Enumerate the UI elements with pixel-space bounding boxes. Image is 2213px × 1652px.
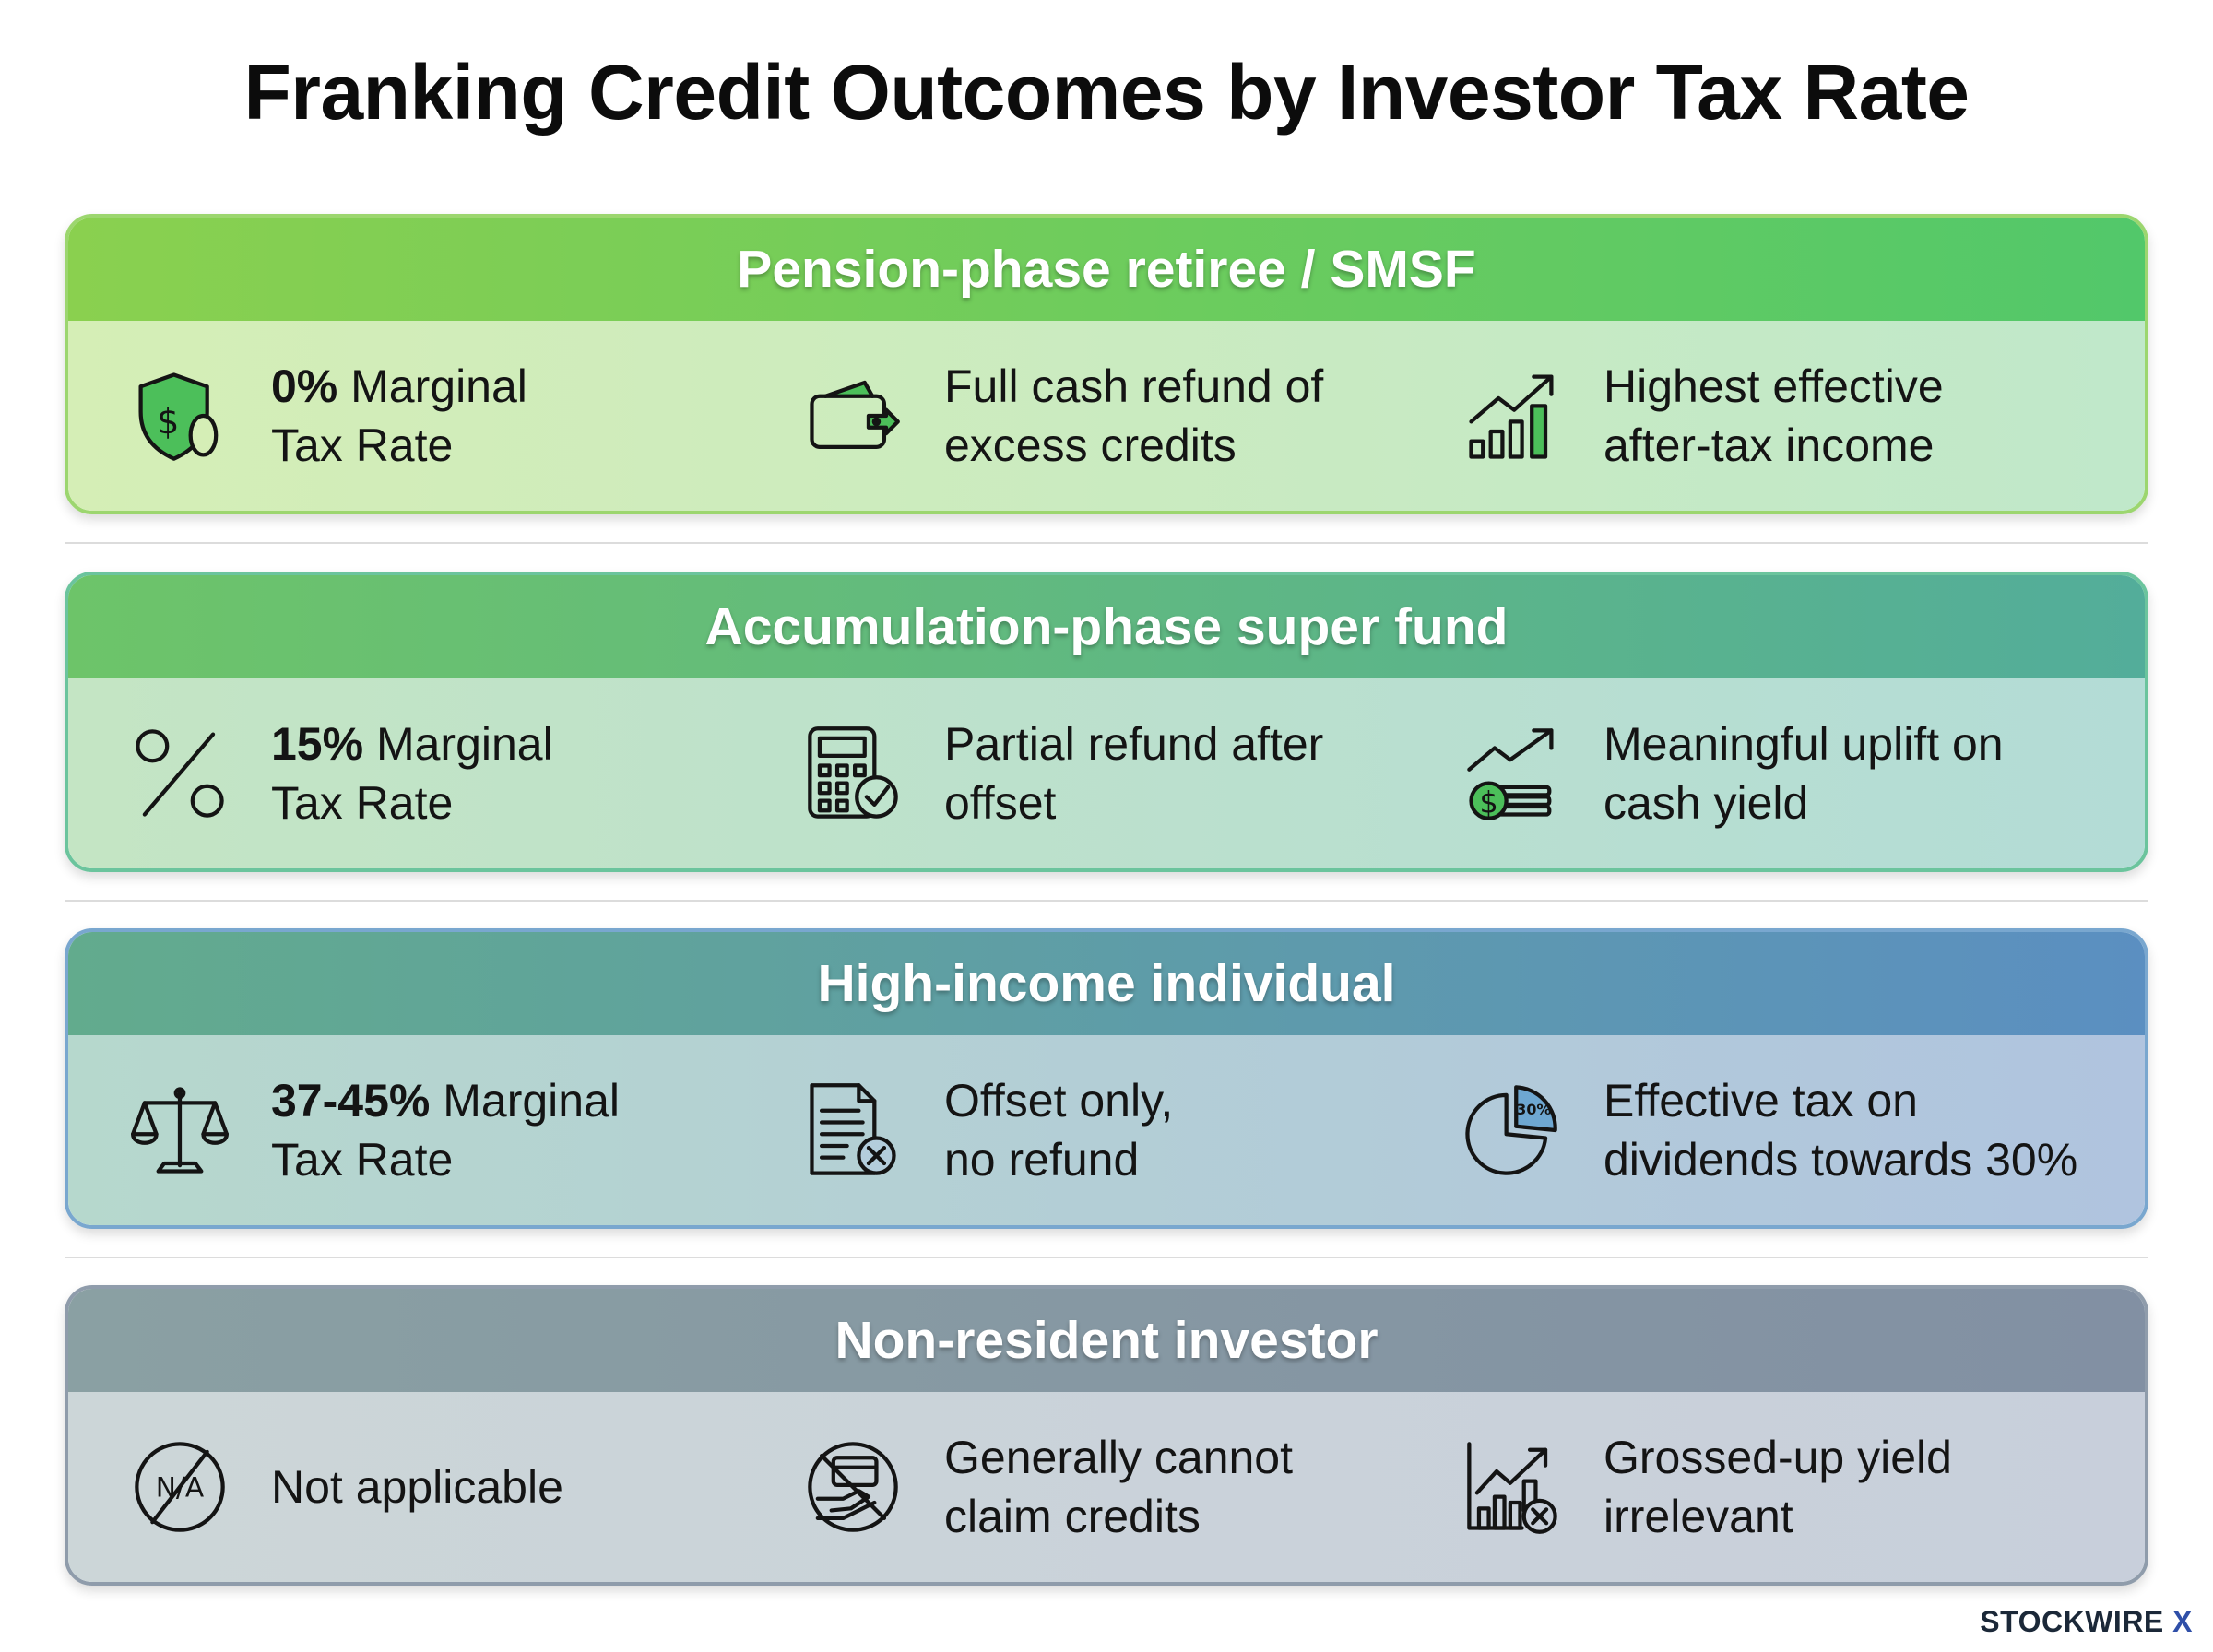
tax-rate-cell: N/A Not applicable	[68, 1392, 741, 1582]
trend-coins-icon: $	[1463, 725, 1561, 822]
calculator-check-icon	[804, 725, 902, 822]
refund-line1: Partial refund after	[944, 718, 1324, 770]
section-body: 37-45% Marginal Tax Rate Offset only, no	[68, 1035, 2145, 1225]
effect-line1: Highest effective	[1604, 360, 1944, 412]
tax-rate-line1: Not applicable	[271, 1461, 563, 1513]
refund-cell: Partial refund after offset	[741, 678, 1401, 868]
na-circle-icon: N/A	[131, 1438, 229, 1536]
brand-mark: X	[2172, 1605, 2193, 1638]
refund-line1: Offset only,	[944, 1075, 1174, 1127]
tax-rate-line2: Tax Rate	[271, 419, 454, 471]
na-label: N/A	[156, 1471, 205, 1504]
tax-rate-suffix: Marginal	[337, 360, 527, 412]
divider	[65, 1257, 2148, 1258]
growth-chart-icon	[1463, 367, 1561, 465]
refund-line2: offset	[944, 777, 1057, 829]
section-card-non-resident: Non-resident investor N/A Not applicable	[65, 1285, 2148, 1586]
refund-line1: Full cash refund of	[944, 360, 1324, 412]
effect-cell: $ Meaningful uplift on cash yield	[1401, 678, 2145, 868]
svg-text:$: $	[1479, 785, 1497, 820]
divider	[65, 542, 2148, 544]
tax-rate-cell: 37-45% Marginal Tax Rate	[68, 1035, 741, 1225]
section-card-high-income: High-income individual 37-45% Marginal	[65, 928, 2148, 1229]
refund-line2: claim credits	[944, 1491, 1201, 1542]
effect-line2: irrelevant	[1604, 1491, 1793, 1542]
tax-rate-suffix: Marginal	[363, 718, 553, 770]
refund-cell: Full cash refund of excess credits	[741, 321, 1401, 511]
section-heading: High-income individual	[68, 932, 2145, 1035]
pie-30-icon: 30%	[1463, 1081, 1561, 1179]
section-body: N/A Not applicable	[68, 1392, 2145, 1582]
brand-logo: STOCKWIRE X	[1980, 1605, 2193, 1639]
tax-rate-value: 15%	[271, 718, 364, 770]
effect-cell: Highest effective after-tax income	[1401, 321, 2145, 511]
refund-line2: excess credits	[944, 419, 1237, 471]
section-heading: Pension-phase retiree / SMSF	[68, 218, 2145, 321]
section-heading: Accumulation-phase super fund	[68, 575, 2145, 678]
tax-rate-suffix: Marginal	[430, 1075, 620, 1127]
effect-cell: Grossed-up yield irrelevant	[1401, 1392, 2145, 1582]
brand-name: STOCKWIRE	[1980, 1605, 2164, 1638]
refund-cell: Generally cannot claim credits	[741, 1392, 1401, 1582]
effect-line1: Effective tax on	[1604, 1075, 1918, 1127]
page-title: Franking Credit Outcomes by Investor Tax…	[243, 49, 1970, 136]
effect-line2: after-tax income	[1604, 419, 1935, 471]
refund-line2: no refund	[944, 1134, 1140, 1186]
section-card-accumulation: Accumulation-phase super fund 15% Margin…	[65, 572, 2148, 872]
no-credit-card-icon	[804, 1438, 902, 1536]
effect-line1: Grossed-up yield	[1604, 1432, 1952, 1483]
tax-rate-cell: $ 0% Marginal Tax Rate	[68, 321, 741, 511]
section-heading: Non-resident investor	[68, 1289, 2145, 1392]
section-card-pension: Pension-phase retiree / SMSF $ 0% Margin…	[65, 214, 2148, 514]
refund-cell: Offset only, no refund	[741, 1035, 1401, 1225]
effect-line1: Meaningful uplift on	[1604, 718, 2004, 770]
tax-rate-line2: Tax Rate	[271, 1134, 454, 1186]
wallet-arrow-icon	[804, 367, 902, 465]
tax-rate-value: 37-45%	[271, 1075, 431, 1127]
scales-icon	[131, 1081, 229, 1179]
divider	[65, 900, 2148, 902]
effect-cell: 30% Effective tax on dividends towards 3…	[1401, 1035, 2145, 1225]
section-body: 15% Marginal Tax Rate Partial	[68, 678, 2145, 868]
shield-dollar-zero-icon: $	[131, 367, 229, 465]
chart-x-icon	[1463, 1438, 1561, 1536]
effect-line2: dividends towards 30%	[1604, 1134, 2078, 1186]
svg-text:$: $	[157, 401, 179, 442]
section-body: $ 0% Marginal Tax Rate	[68, 321, 2145, 511]
tax-rate-value: 0%	[271, 360, 338, 412]
tax-rate-cell: 15% Marginal Tax Rate	[68, 678, 741, 868]
tax-rate-line2: Tax Rate	[271, 777, 454, 829]
document-x-icon	[804, 1081, 902, 1179]
refund-line1: Generally cannot	[944, 1432, 1294, 1483]
percent-icon	[131, 725, 229, 822]
pie-label: 30%	[1516, 1101, 1551, 1118]
effect-line2: cash yield	[1604, 777, 1809, 829]
